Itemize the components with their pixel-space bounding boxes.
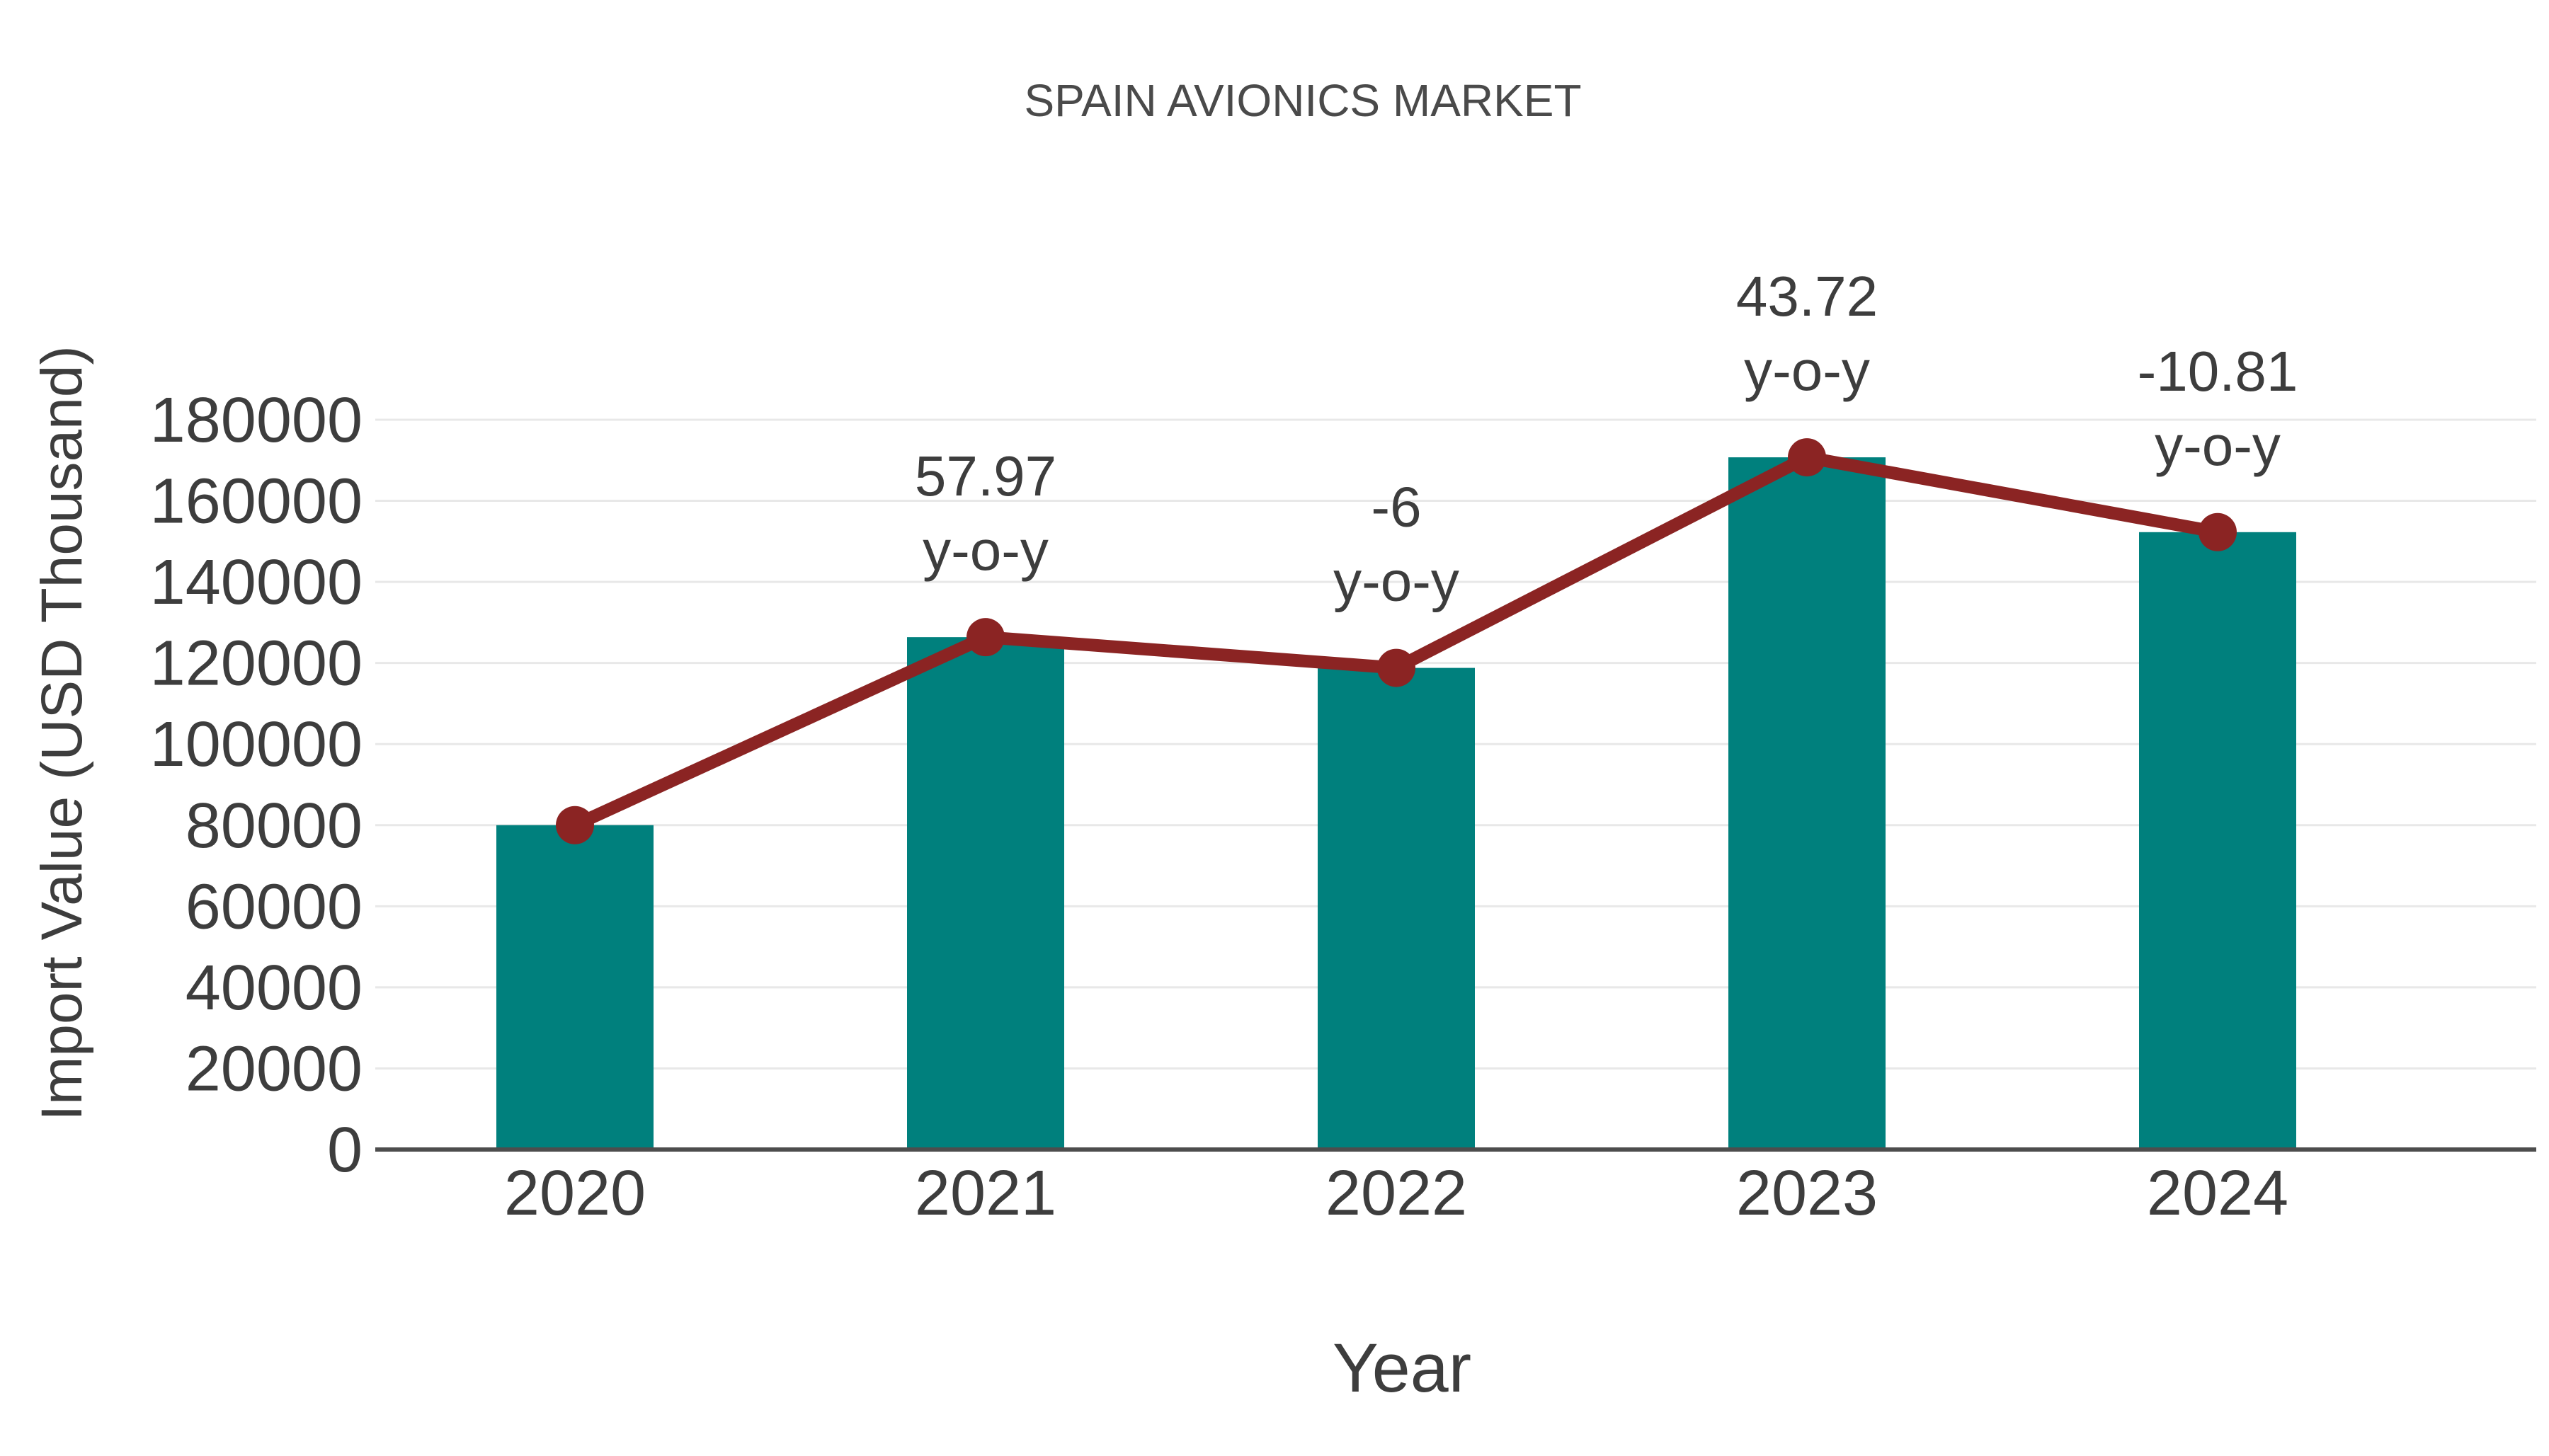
trend-marker-2020: [556, 806, 594, 844]
x-tick-label-2021: 2021: [915, 1158, 1056, 1229]
annotation-value-2022: -6: [1371, 476, 1421, 539]
y-tick-label-0: 0: [327, 1115, 363, 1186]
x-tick-label-2024: 2024: [2147, 1158, 2288, 1229]
annotation-value-2024: -10.81: [2138, 340, 2298, 403]
annotation-yoy-2021: y-o-y: [923, 519, 1049, 582]
bar-2022: [1318, 667, 1475, 1150]
bar-2021: [907, 637, 1064, 1150]
annotation-yoy-2024: y-o-y: [2155, 414, 2281, 477]
chart-canvas: 0 20000 40000 60000 80000 100000 120000 140000 1…: [28, 11, 2549, 1445]
y-tick-label-120000: 120000: [150, 629, 363, 699]
annotation-yoy-2022: y-o-y: [1333, 550, 1459, 613]
x-axis-title: Year: [1333, 1329, 1471, 1406]
trend-marker-2022: [1377, 648, 1415, 687]
trend-marker-2023: [1788, 438, 1826, 477]
x-tick-label-2023: 2023: [1736, 1158, 1878, 1229]
annotation-value-2021: 57.97: [915, 445, 1056, 508]
chart-background: [28, 11, 2549, 1445]
y-tick-label-40000: 40000: [186, 953, 363, 1024]
spain-avionics-market-chart: 0 20000 40000 60000 80000 100000 120000 140000 1…: [28, 11, 2549, 1445]
y-tick-label-20000: 20000: [186, 1033, 363, 1104]
bar-2024: [2139, 532, 2296, 1150]
chart-title: SPAIN AVIONICS MARKET: [1024, 75, 1581, 126]
y-tick-label-160000: 160000: [150, 466, 363, 537]
annotation-value-2023: 43.72: [1736, 265, 1878, 328]
bar-2020: [496, 825, 654, 1150]
y-tick-label-180000: 180000: [150, 385, 363, 456]
y-tick-label-140000: 140000: [150, 547, 363, 618]
y-tick-label-60000: 60000: [186, 871, 363, 942]
trend-marker-2024: [2199, 512, 2237, 551]
bar-2023: [1728, 457, 1886, 1150]
x-tick-label-2020: 2020: [504, 1158, 646, 1229]
trend-marker-2021: [966, 618, 1005, 657]
y-tick-label-100000: 100000: [150, 709, 363, 780]
annotation-yoy-2023: y-o-y: [1744, 339, 1870, 402]
x-tick-label-2022: 2022: [1325, 1158, 1467, 1229]
y-axis-title: Import Value (USD Thousand): [30, 345, 94, 1120]
y-tick-label-80000: 80000: [186, 791, 363, 861]
